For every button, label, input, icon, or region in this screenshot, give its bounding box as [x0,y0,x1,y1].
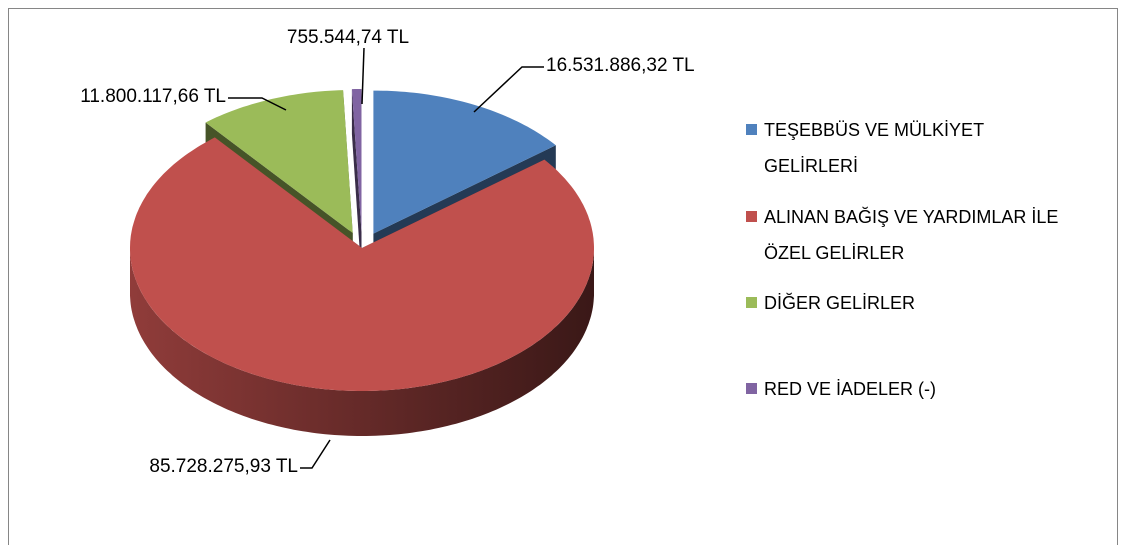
data-label: 755.544,74 TL [287,27,409,48]
legend-label: ALINAN BAĞIŞ VE YARDIMLAR İLE ÖZEL GELİR… [764,207,1059,263]
data-label: 16.531.886,32 TL [546,55,695,76]
legend-item: ALINAN BAĞIŞ VE YARDIMLAR İLE ÖZEL GELİR… [746,199,1082,271]
legend-item: RED VE İADELER (-) [746,371,1082,407]
data-label: 11.800.117,66 TL [80,86,226,107]
legend-label: RED VE İADELER (-) [764,379,937,399]
leader-line [473,66,544,113]
leader-line [300,439,331,469]
slice [373,90,556,234]
legend-swatch [746,124,757,135]
slice-side [130,248,594,436]
leader-line [361,47,365,105]
slice [205,90,353,233]
slice [130,137,594,391]
legend-item: TEŞEBBÜS VE MÜLKİYET GELİRLERİ [746,112,1082,184]
slice-side [351,89,362,277]
legend-swatch [746,297,757,308]
legend-item: DİĞER GELİRLER [746,285,1082,321]
slice [351,89,362,232]
legend-swatch [746,211,757,222]
legend-label: DİĞER GELİRLER [764,293,916,313]
data-label: 85.728.275,93 TL [149,456,298,477]
leader-line [228,97,287,111]
legend-label: TEŞEBBÜS VE MÜLKİYET GELİRLERİ [764,120,984,176]
legend-swatch [746,383,757,394]
